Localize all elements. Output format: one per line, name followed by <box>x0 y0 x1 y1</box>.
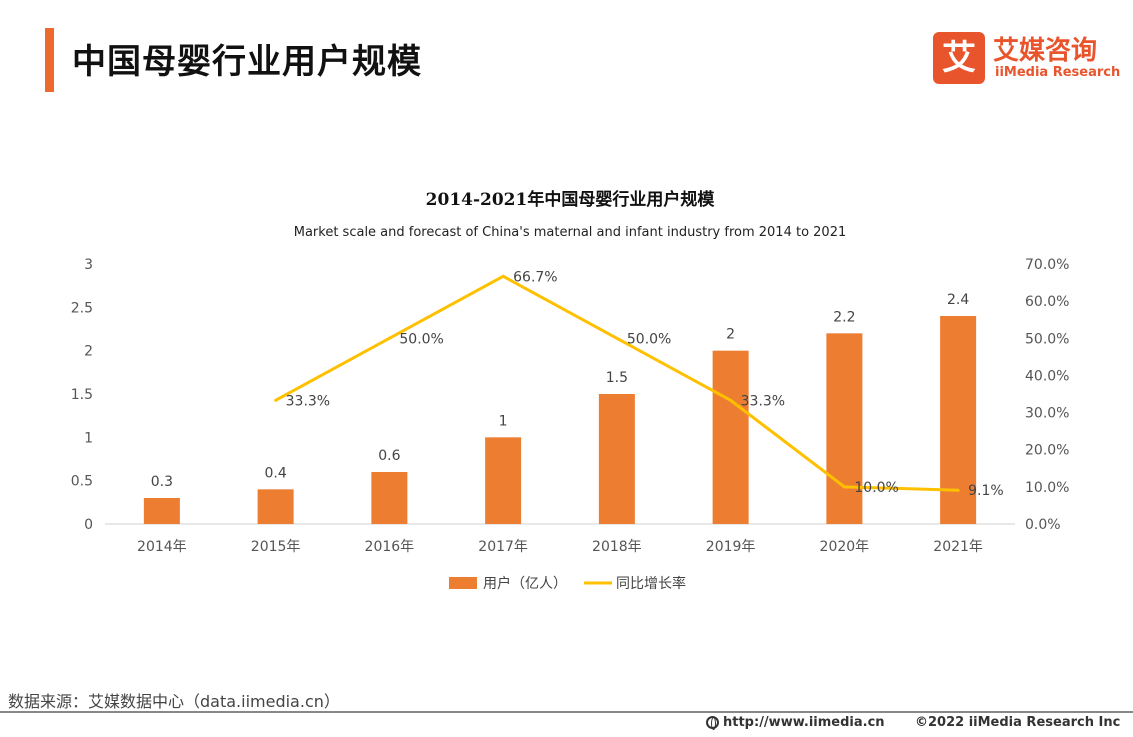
y-right-tick-label: 20.0% <box>1025 443 1069 459</box>
line-point <box>501 274 505 278</box>
data-source: 数据来源：艾媒数据中心（data.iimedia.cn） <box>8 692 340 711</box>
chart-subtitle: Market scale and forecast of China's mat… <box>294 225 847 240</box>
page-title: 中国母婴行业用户规模 <box>72 42 422 82</box>
line-point <box>729 398 733 402</box>
y-right-tick-label: 40.0% <box>1025 368 1069 384</box>
footer-divider <box>0 711 1133 713</box>
bar-data-label: 1.5 <box>606 370 628 386</box>
line-data-label: 33.3% <box>286 393 330 409</box>
y-left-tick-label: 1 <box>84 430 93 446</box>
y-left-tick-label: 1.5 <box>71 387 93 403</box>
bar <box>598 394 635 524</box>
y-right-tick-label: 10.0% <box>1025 480 1069 496</box>
bar-data-label: 2 <box>726 327 735 343</box>
bar-data-label: 0.6 <box>378 448 400 464</box>
line-data-label: 50.0% <box>399 331 443 347</box>
y-right-tick-label: 70.0% <box>1025 257 1069 273</box>
line-point <box>956 488 960 492</box>
legend-bar-label: 用户（亿人） <box>483 575 567 592</box>
bar-data-label: 2.4 <box>947 292 969 308</box>
logo-icon: 艾 <box>933 32 985 84</box>
bar-data-label: 2.2 <box>833 309 855 325</box>
footer-url[interactable]: http://www.iimedia.cn <box>706 715 885 730</box>
bar <box>485 437 522 524</box>
y-left-tick-label: 3 <box>84 257 93 273</box>
globe-icon <box>706 716 719 730</box>
legend-bar-swatch <box>449 577 477 589</box>
brand-logo: 艾 艾媒咨询 iiMedia Research <box>933 32 1123 84</box>
line-data-label: 50.0% <box>627 331 671 347</box>
y-right-tick-label: 50.0% <box>1025 331 1069 347</box>
logo-name-en: iiMedia Research <box>995 65 1121 80</box>
bar-data-label: 1 <box>499 413 508 429</box>
x-tick-label: 2017年 <box>478 539 528 555</box>
line-data-label: 9.1% <box>968 483 1004 499</box>
legend: 用户（亿人） 同比增长率 <box>449 575 686 592</box>
x-tick-label: 2020年 <box>820 539 870 555</box>
bar-data-label: 0.3 <box>151 474 173 490</box>
bar <box>371 472 408 524</box>
title-accent-bar <box>45 28 54 92</box>
y-right-tick-label: 60.0% <box>1025 294 1069 310</box>
x-tick-label: 2016年 <box>365 539 415 555</box>
y-left-tick-label: 0 <box>84 517 93 533</box>
line-point <box>387 336 391 340</box>
x-tick-label: 2018年 <box>592 539 642 555</box>
line-data-label: 10.0% <box>854 480 898 496</box>
y-right-tick-label: 0.0% <box>1025 517 1061 533</box>
y-left-tick-label: 0.5 <box>71 474 93 490</box>
bar <box>826 333 863 524</box>
bar <box>712 350 749 524</box>
x-tick-label: 2019年 <box>706 539 756 555</box>
logo-name-cn: 艾媒咨询 <box>993 36 1098 66</box>
line-point <box>615 336 619 340</box>
x-tick-label: 2021年 <box>933 539 983 555</box>
y-left-tick-label: 2 <box>84 344 93 360</box>
bar <box>143 498 180 524</box>
footer-copyright: ©2022 iiMedia Research Inc <box>915 715 1121 730</box>
line-point <box>274 398 278 402</box>
bar-data-label: 0.4 <box>264 465 286 481</box>
chart-title: 2014-2021年中国母婴行业用户规模 <box>426 189 716 210</box>
x-tick-label: 2015年 <box>251 539 301 555</box>
plot-area: 00.511.522.530.0%10.0%20.0%30.0%40.0%50.… <box>71 257 1070 555</box>
y-right-tick-label: 30.0% <box>1025 406 1069 422</box>
footer-url-text: http://www.iimedia.cn <box>723 715 885 730</box>
line-data-label: 33.3% <box>741 393 785 409</box>
y-left-tick-label: 2.5 <box>71 300 93 316</box>
x-tick-label: 2014年 <box>137 539 187 555</box>
line-data-label: 66.7% <box>513 269 557 285</box>
bar <box>257 489 294 524</box>
line-point <box>842 485 846 489</box>
legend-line-label: 同比增长率 <box>616 575 686 592</box>
